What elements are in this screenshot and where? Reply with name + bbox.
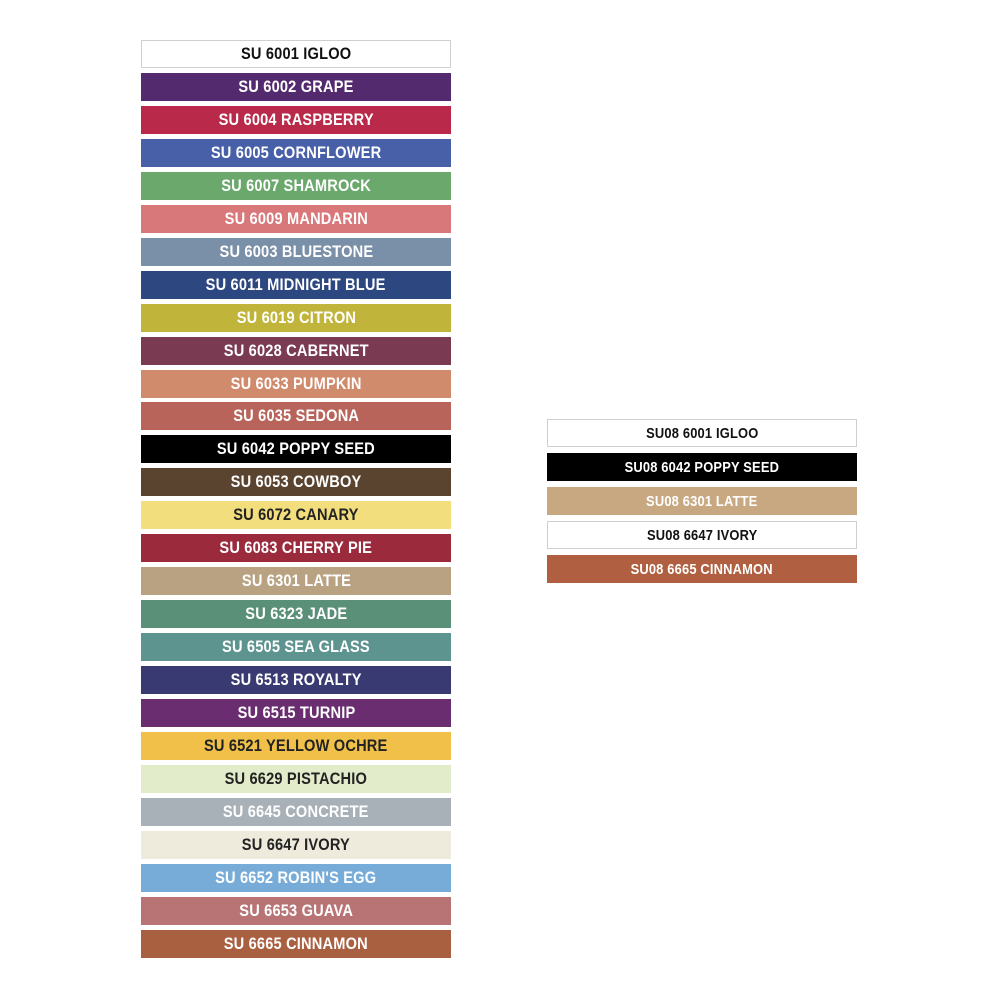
swatch-label: SU 6053 COWBOY <box>230 472 362 492</box>
color-swatch: SU 6003 BLUESTONE <box>141 237 451 266</box>
swatch-label: SU 6515 TURNIP <box>237 703 355 722</box>
swatch-label: SU 6083 CHERRY PIE <box>219 538 373 558</box>
color-swatch: SU 6515 TURNIP <box>141 699 451 727</box>
color-swatch: SU 6019 CITRON <box>141 303 451 332</box>
swatch-label: SU 6653 GUAVA <box>239 900 353 920</box>
color-swatch: SU 6665 CINNAMON <box>141 929 451 958</box>
swatch-label: SU08 6042 POPPY SEED <box>624 458 780 476</box>
color-swatch: SU 6653 GUAVA <box>141 896 451 925</box>
swatch-label: SU 6521 YELLOW OCHRE <box>204 735 388 755</box>
swatch-label: SU 6009 MANDARIN <box>224 208 368 228</box>
swatch-label: SU08 6665 CINNAMON <box>630 560 774 578</box>
swatch-label: SU 6042 POPPY SEED <box>216 439 376 459</box>
color-swatch: SU 6009 MANDARIN <box>141 204 451 233</box>
color-swatch: SU 6505 SEA GLASS <box>141 633 451 662</box>
swatch-label: SU08 6647 IVORY <box>646 526 758 544</box>
swatch-label: SU 6629 PISTACHIO <box>224 768 368 788</box>
swatch-label: SU 6003 BLUESTONE <box>219 241 373 261</box>
color-swatch: SU08 6042 POPPY SEED <box>547 453 857 481</box>
swatch-label: SU 6072 CANARY <box>233 505 359 525</box>
color-swatch: SU 6072 CANARY <box>141 501 451 530</box>
color-swatch: SU 6011 MIDNIGHT BLUE <box>141 270 451 299</box>
color-swatch: SU08 6665 CINNAMON <box>547 555 857 583</box>
color-swatch: SU 6033 PUMPKIN <box>141 369 451 398</box>
color-swatch: SU 6645 CONCRETE <box>141 797 451 826</box>
swatch-label: SU 6035 SEDONA <box>233 406 359 426</box>
color-swatch: SU08 6301 LATTE <box>547 487 857 515</box>
color-swatch: SU 6083 CHERRY PIE <box>141 534 451 563</box>
swatch-label: SU08 6301 LATTE <box>646 492 758 510</box>
swatch-label: SU 6004 RASPBERRY <box>218 109 374 129</box>
color-swatch: SU 6521 YELLOW OCHRE <box>141 731 451 760</box>
swatch-label: SU 6323 JADE <box>244 604 348 624</box>
swatch-label: SU 6005 CORNFLOWER <box>210 142 382 162</box>
color-swatch: SU 6028 CABERNET <box>141 336 451 365</box>
color-swatch: SU 6513 ROYALTY <box>141 666 451 695</box>
swatch-label: SU 6001 IGLOO <box>240 44 352 63</box>
color-swatch: SU 6001 IGLOO <box>141 40 451 68</box>
swatch-label: SU 6647 IVORY <box>241 834 351 854</box>
swatch-label: SU 6652 ROBIN'S EGG <box>215 867 377 887</box>
color-swatch: SU 6035 SEDONA <box>141 402 451 431</box>
color-swatch: SU 6301 LATTE <box>141 567 451 596</box>
swatch-label: SU 6028 CABERNET <box>223 340 369 360</box>
swatch-label: SU 6033 PUMPKIN <box>230 373 362 393</box>
color-swatch: SU 6002 GRAPE <box>141 72 451 101</box>
swatch-label: SU 6019 CITRON <box>236 307 356 327</box>
swatch-label: SU 6002 GRAPE <box>238 76 354 96</box>
color-swatch: SU 6053 COWBOY <box>141 468 451 497</box>
color-swatch: SU 6042 POPPY SEED <box>141 435 451 464</box>
color-swatch: SU 6005 CORNFLOWER <box>141 138 451 167</box>
color-swatch: SU08 6001 IGLOO <box>547 419 857 447</box>
swatch-label: SU 6301 LATTE <box>241 571 351 591</box>
swatch-label: SU 6011 MIDNIGHT BLUE <box>206 274 386 294</box>
color-swatch: SU 6652 ROBIN'S EGG <box>141 863 451 892</box>
color-swatch: SU 6007 SHAMROCK <box>141 171 451 200</box>
swatch-label: SU 6007 SHAMROCK <box>221 175 371 195</box>
color-swatch: SU08 6647 IVORY <box>547 521 857 549</box>
color-swatch: SU 6629 PISTACHIO <box>141 764 451 793</box>
swatch-label: SU 6505 SEA GLASS <box>222 637 370 657</box>
color-swatch: SU 6004 RASPBERRY <box>141 105 451 134</box>
swatch-label: SU 6665 CINNAMON <box>223 933 369 953</box>
swatch-label: SU 6645 CONCRETE <box>223 801 369 821</box>
color-swatch: SU 6323 JADE <box>141 600 451 629</box>
swatch-label: SU 6513 ROYALTY <box>230 670 362 690</box>
color-swatch: SU 6647 IVORY <box>141 830 451 859</box>
swatch-label: SU08 6001 IGLOO <box>645 424 759 442</box>
